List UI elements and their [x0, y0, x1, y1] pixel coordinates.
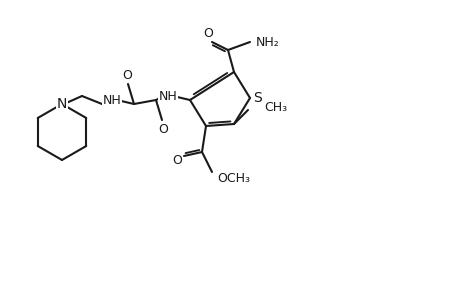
Text: OCH₃: OCH₃ [217, 172, 250, 184]
Text: O: O [122, 68, 132, 82]
Text: NH: NH [102, 94, 121, 106]
Text: O: O [172, 154, 182, 166]
Text: S: S [253, 91, 262, 105]
Text: NH: NH [158, 89, 177, 103]
Text: O: O [202, 26, 213, 40]
Text: NH₂: NH₂ [256, 35, 279, 49]
Text: CH₃: CH₃ [263, 100, 286, 113]
Text: O: O [158, 122, 168, 136]
Text: N: N [57, 97, 67, 111]
